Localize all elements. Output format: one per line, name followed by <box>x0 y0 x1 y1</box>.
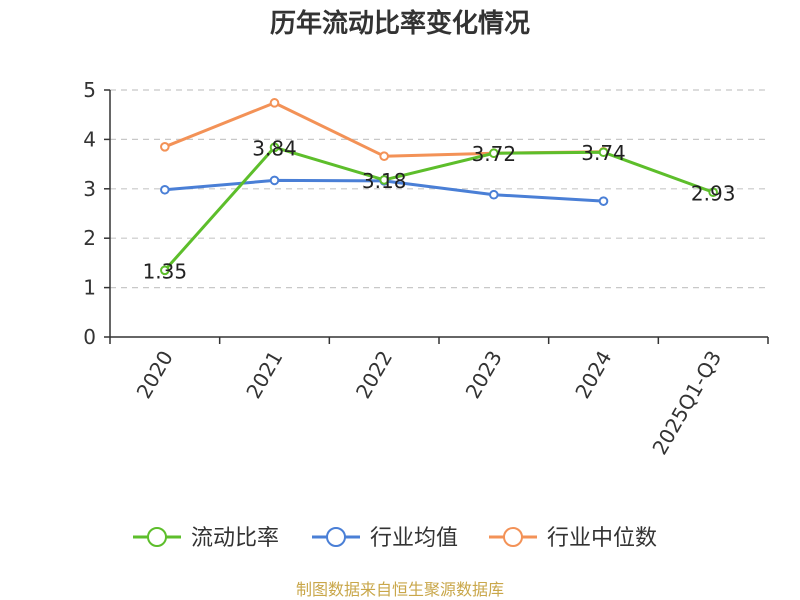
point-行业均值-2023 <box>489 189 499 200</box>
legend-item-行业中位数[interactable]: 行业中位数 <box>489 526 657 551</box>
legend-item-流动比率[interactable]: 流动比率 <box>133 526 279 551</box>
point-行业均值-2024 <box>598 196 609 206</box>
series-line-行业中位数 <box>164 101 604 158</box>
point-行业均值-2021 <box>269 175 280 186</box>
series-layer <box>160 98 718 276</box>
data-labels: 1.35 3.84 3.18 3.72 3.74 2.93 <box>143 136 736 283</box>
data-label-2025Q1-Q3: 2.93 <box>691 181 736 205</box>
data-label-2023: 3.72 <box>472 142 517 166</box>
series-line-流动比率 <box>163 145 714 272</box>
x-tick-label-2022: 2022 <box>351 347 397 403</box>
x-tick-label-2024: 2024 <box>570 347 616 403</box>
data-label-2024: 3.74 <box>581 141 626 165</box>
legend-marker-流动比率 <box>147 527 167 547</box>
point-流动比率-2025Q1-Q3 <box>708 187 718 198</box>
point-行业均值-2020 <box>160 184 170 195</box>
y-tick-label-4: 4 <box>83 127 96 151</box>
legend: 流动比率 行业均值 行业中位数 <box>133 526 657 551</box>
point-流动比率-2022 <box>379 175 389 185</box>
point-流动比率-2021 <box>269 142 280 153</box>
point-流动比率-2024 <box>598 147 609 158</box>
y-tick-label-2: 2 <box>83 226 96 250</box>
y-tick-label-3: 3 <box>83 177 96 201</box>
y-tick-label-0: 0 <box>83 325 96 349</box>
data-label-2021: 3.84 <box>252 136 297 160</box>
chart-title: 历年流动比率变化情况 <box>270 8 530 39</box>
legend-label-流动比率: 流动比率 <box>191 526 279 551</box>
x-tick-label-2020: 2020 <box>132 347 178 403</box>
point-行业中位数-2021 <box>269 98 280 108</box>
x-tick-label-2023: 2023 <box>461 347 507 403</box>
data-label-2020: 1.35 <box>143 259 188 283</box>
y-tick-label-5: 5 <box>83 78 96 102</box>
source-note: 制图数据来自恒生聚源数据库 <box>296 580 504 599</box>
legend-marker-行业均值 <box>326 527 346 547</box>
series-行业中位数 <box>160 98 609 161</box>
series-流动比率 <box>160 142 718 276</box>
legend-label-行业中位数: 行业中位数 <box>547 526 657 551</box>
x-tick-label-2025Q1-Q3: 2025Q1-Q3 <box>647 347 726 459</box>
point-行业中位数-2020 <box>160 142 170 152</box>
point-流动比率-2020 <box>160 265 170 276</box>
data-label-2022: 3.18 <box>362 169 407 193</box>
x-tick-label-2021: 2021 <box>241 347 287 403</box>
legend-item-行业均值[interactable]: 行业均值 <box>312 526 458 551</box>
y-tick-label-1: 1 <box>83 276 96 300</box>
point-行业中位数-2022 <box>379 151 389 161</box>
point-流动比率-2023 <box>489 148 499 159</box>
legend-label-行业均值: 行业均值 <box>370 526 458 551</box>
legend-marker-行业中位数 <box>503 527 523 547</box>
